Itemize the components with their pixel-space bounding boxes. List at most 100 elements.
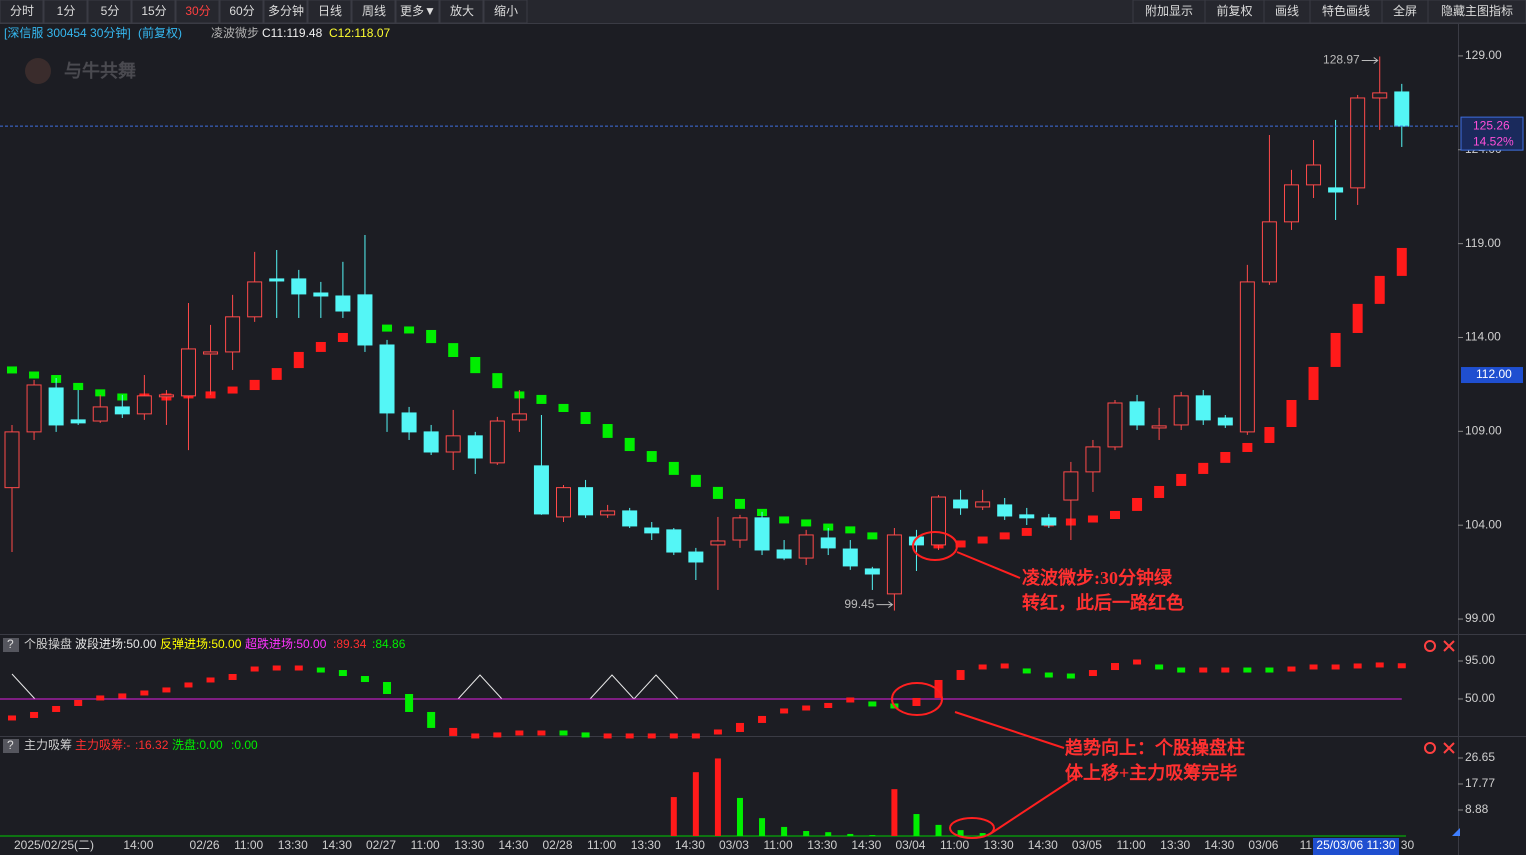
marker	[1044, 672, 1053, 678]
marker	[1309, 664, 1318, 670]
x-tick-label: 11:	[1300, 838, 1316, 852]
toolbar-label: 附加显示	[1145, 4, 1193, 18]
extreme-arrow	[876, 601, 894, 609]
candle-body	[313, 292, 329, 297]
settings-icon[interactable]	[1424, 640, 1436, 652]
candle-body	[556, 487, 571, 518]
marker	[184, 682, 193, 688]
candle-body	[445, 435, 461, 453]
marker	[1287, 666, 1296, 672]
marker	[140, 690, 149, 696]
candle-body	[1085, 446, 1101, 473]
candle-body	[820, 537, 836, 549]
toolbar-label: 前复权	[1216, 3, 1252, 18]
x-tick-label: 11:00	[234, 838, 263, 852]
y-tick-label: 109.00	[1465, 424, 1502, 438]
zigzag	[11, 673, 36, 700]
toolbar-button[interactable]	[395, 0, 440, 24]
legend-entry: C12:118.07	[329, 26, 390, 40]
marker	[758, 715, 767, 723]
candle-body	[467, 435, 483, 459]
marker	[515, 730, 524, 736]
marker	[1000, 663, 1009, 669]
indicator-step	[404, 326, 415, 334]
y-tick-label: 129.00	[1465, 48, 1502, 62]
toolbar-label: 周线	[362, 4, 386, 18]
toolbar-button[interactable]	[307, 0, 352, 24]
toolbar-button[interactable]	[0, 0, 44, 24]
toolbar-button[interactable]	[483, 0, 528, 24]
x-tick-label: 14:30	[498, 838, 528, 852]
indicator-step	[1110, 510, 1120, 519]
toolbar-label: 缩小	[494, 3, 518, 18]
marker	[934, 679, 943, 698]
x-tick-label: 03/04	[895, 838, 925, 852]
marker	[802, 705, 811, 711]
callout-text: 转红，此后一路红色	[1022, 592, 1184, 613]
toolbar-label: 全屏	[1393, 3, 1417, 18]
toolbar-button[interactable]	[263, 0, 308, 24]
indicator-step	[293, 351, 304, 369]
marker	[1022, 668, 1031, 674]
candle-body	[842, 548, 858, 567]
marker	[603, 733, 612, 739]
x-tick-label: 02/28	[542, 838, 572, 852]
marker	[383, 682, 392, 694]
indicator-step	[734, 498, 745, 509]
extreme-label: 128.97	[1323, 53, 1360, 67]
candle-body	[1328, 187, 1344, 193]
toolbar-label: 更多▼	[400, 4, 436, 18]
toolbar-button[interactable]	[175, 0, 220, 24]
marker	[1353, 663, 1362, 669]
candle-body	[776, 549, 792, 559]
toolbar-button[interactable]	[43, 0, 88, 24]
marker	[493, 732, 502, 738]
marker	[868, 701, 877, 707]
marker	[978, 664, 987, 670]
marker	[294, 665, 303, 671]
extreme-label: 99.45	[844, 597, 874, 611]
close-icon[interactable]	[1443, 742, 1455, 754]
toolbar-label: 1分	[57, 4, 76, 18]
toolbar-button[interactable]	[87, 0, 132, 24]
marker	[471, 733, 480, 739]
toolbar-button[interactable]	[1132, 0, 1206, 24]
toolbar-button[interactable]	[219, 0, 264, 24]
toolbar-button[interactable]	[131, 0, 176, 24]
indicator-step	[845, 526, 856, 534]
indicator-step	[712, 486, 723, 499]
indicator-step	[227, 386, 238, 394]
toolbar-label: 放大	[450, 3, 474, 18]
help-button[interactable]	[3, 638, 19, 652]
settings-icon[interactable]	[1424, 742, 1436, 754]
legend-entry: 反弹进场:50.00	[160, 637, 242, 651]
highlight-circle	[949, 817, 995, 839]
marker	[956, 670, 965, 680]
legend-entry: :0.00	[231, 738, 258, 752]
y-tick-label: 26.65	[1465, 750, 1495, 764]
price-box	[1460, 116, 1524, 151]
candle-body	[379, 344, 395, 414]
x-tick-label: 03/06	[1248, 838, 1278, 852]
indicator-step	[580, 412, 591, 425]
close-icon[interactable]	[1443, 640, 1455, 652]
indicator-step	[1264, 427, 1275, 443]
logo-icon	[25, 58, 51, 84]
callout-text: 凌波微步:30分钟绿	[1022, 567, 1173, 588]
x-tick-label: 11:00	[1116, 838, 1145, 852]
marker	[250, 666, 259, 672]
candle-body	[158, 394, 174, 398]
indicator-step	[315, 341, 326, 352]
toolbar-button[interactable]	[351, 0, 396, 24]
indicator-step	[426, 329, 437, 344]
candle-body	[48, 387, 64, 426]
indicator-step	[1021, 528, 1032, 536]
cursor-price-label: 112.00	[1476, 367, 1512, 381]
candle-body	[269, 278, 285, 282]
indicator-step	[492, 373, 503, 389]
marker	[427, 711, 436, 728]
help-button[interactable]	[3, 739, 19, 753]
toolbar-button[interactable]	[439, 0, 484, 24]
watermark: 与牛共舞	[64, 60, 136, 81]
bar	[759, 818, 766, 836]
